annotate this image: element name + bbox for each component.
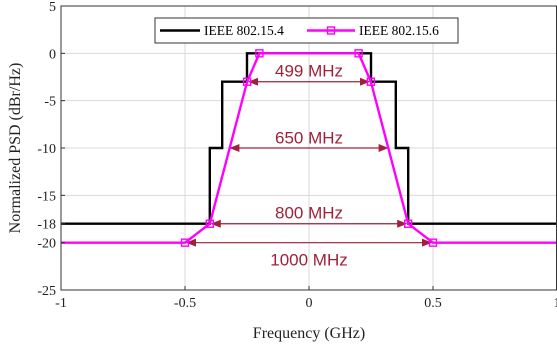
series-marker	[366, 77, 376, 86]
x-tick-label: -1	[55, 296, 67, 311]
legend-marker	[326, 26, 336, 35]
bandwidth-label-0: 499 MHz	[275, 61, 343, 80]
series-marker	[180, 238, 190, 247]
y-tick-label: -5	[44, 95, 56, 110]
legend: IEEE 802.15.4 IEEE 802.15.6	[154, 17, 459, 44]
x-tick-label: 0	[306, 296, 313, 311]
y-tick-label: 0	[49, 47, 56, 62]
series-marker	[354, 49, 363, 58]
y-tick-label: -18	[37, 218, 56, 233]
y-tick-label: 5	[49, 0, 56, 15]
x-tick-label: -0.5	[174, 296, 196, 311]
series	[61, 49, 557, 247]
annotations: 499 MHz 650 MHz 800 MHz 1000 MHz	[186, 61, 432, 270]
x-tick-label: 1	[554, 296, 557, 311]
legend-box	[154, 17, 459, 44]
series-marker	[205, 219, 215, 228]
bandwidth-label-2: 800 MHz	[275, 203, 343, 222]
series-marker	[242, 77, 252, 86]
y-tick-label: -15	[37, 189, 56, 204]
bandwidth-label-3: 1000 MHz	[270, 251, 347, 270]
y-tick-label: -10	[37, 142, 56, 157]
series-line-1	[61, 52, 557, 244]
series-marker	[428, 238, 438, 247]
x-axis-label: Frequency (GHz)	[253, 325, 365, 342]
y-tick-label: -25	[37, 284, 56, 299]
ticks: -1 -0.5 0 0.5 1 5 0 -5 -10 -15 -18 -20 -25	[37, 0, 557, 311]
x-tick-label: 0.5	[424, 296, 442, 311]
series-marker	[404, 219, 413, 228]
y-tick-label: -20	[37, 237, 56, 252]
legend-label-1: IEEE 802.15.6	[359, 23, 439, 38]
y-axis-label: Normalized PSD (dBr/Hz)	[7, 63, 24, 234]
series-marker	[255, 49, 264, 58]
bandwidth-label-1: 650 MHz	[275, 129, 343, 148]
legend-label-0: IEEE 802.15.4	[204, 23, 284, 38]
